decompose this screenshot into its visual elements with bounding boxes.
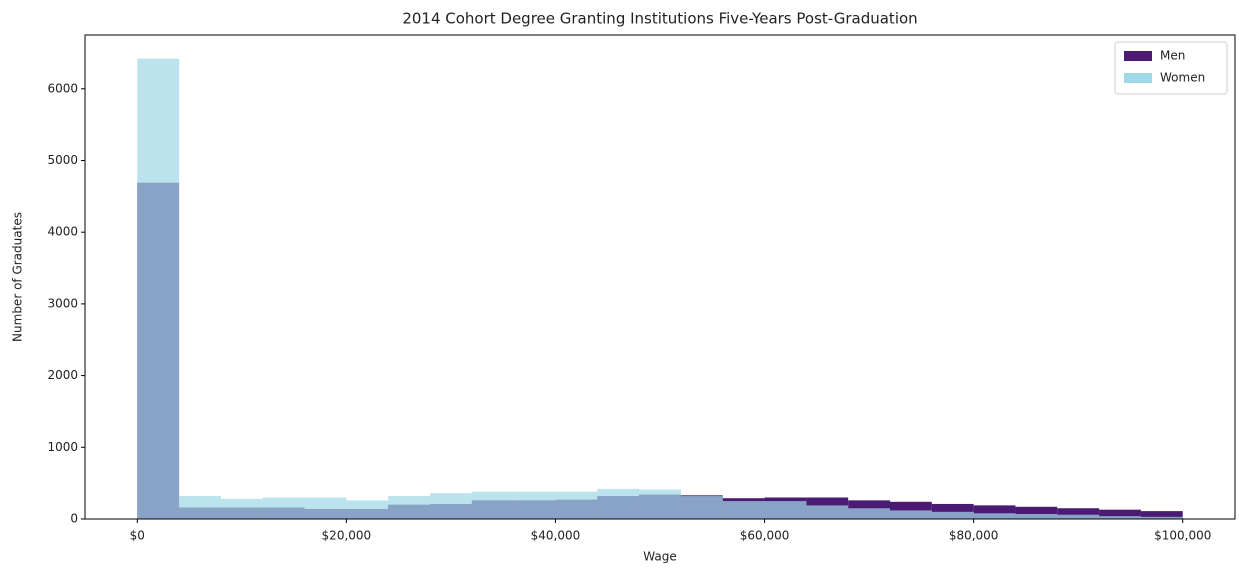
x-tick-label: $40,000 [531, 529, 581, 543]
histogram-bar [680, 496, 723, 519]
x-tick-label: $80,000 [949, 529, 999, 543]
histogram-bar [262, 497, 305, 519]
y-tick-label: 5000 [47, 153, 78, 167]
histogram-bar [220, 498, 263, 519]
histogram-bar [639, 489, 681, 519]
chart-title: 2014 Cohort Degree Granting Institutions… [402, 10, 917, 28]
histogram-bar [555, 491, 598, 519]
y-tick-label: 0 [70, 512, 78, 526]
y-tick-label: 1000 [47, 440, 78, 454]
histogram-bar [513, 491, 556, 519]
histogram-bar [1057, 514, 1100, 519]
histogram-bar [430, 493, 472, 519]
y-tick-label: 2000 [47, 368, 78, 382]
histogram-bar [471, 491, 514, 519]
x-tick-label: $100,000 [1154, 529, 1211, 543]
histogram-bar [304, 497, 347, 519]
histogram-bar [1140, 516, 1183, 519]
x-tick-label: $20,000 [322, 529, 372, 543]
histogram-bar [764, 501, 807, 519]
histogram-bar [973, 513, 1016, 519]
histogram-bar [1099, 509, 1141, 519]
histogram-bar [346, 500, 389, 519]
histogram-bar [179, 496, 221, 519]
histogram-bar [890, 510, 932, 519]
histogram-bar [1057, 508, 1100, 519]
histogram-bar [848, 508, 890, 519]
legend-swatch [1124, 51, 1152, 61]
y-axis-label: Number of Graduates [11, 212, 25, 342]
legend-label: Women [1160, 71, 1205, 85]
x-tick-label: $60,000 [740, 529, 790, 543]
legend-label: Men [1160, 49, 1185, 63]
y-tick-label: 6000 [47, 81, 78, 95]
histogram-bar [1015, 513, 1058, 519]
x-tick-label: $0 [130, 529, 145, 543]
histogram-bar [806, 505, 849, 519]
plot-frame [84, 34, 1236, 520]
x-axis-label: Wage [643, 550, 676, 564]
histogram-bar [137, 58, 180, 519]
histogram-bar [931, 511, 974, 519]
histogram-bar [1099, 516, 1141, 519]
histogram-bar [1140, 511, 1183, 519]
y-tick-label: 3000 [47, 296, 78, 310]
y-tick-label: 4000 [47, 225, 78, 239]
histogram-bar [388, 496, 430, 519]
histogram-bar [597, 488, 640, 519]
legend-swatch [1124, 73, 1152, 83]
histogram-bar [722, 501, 765, 519]
